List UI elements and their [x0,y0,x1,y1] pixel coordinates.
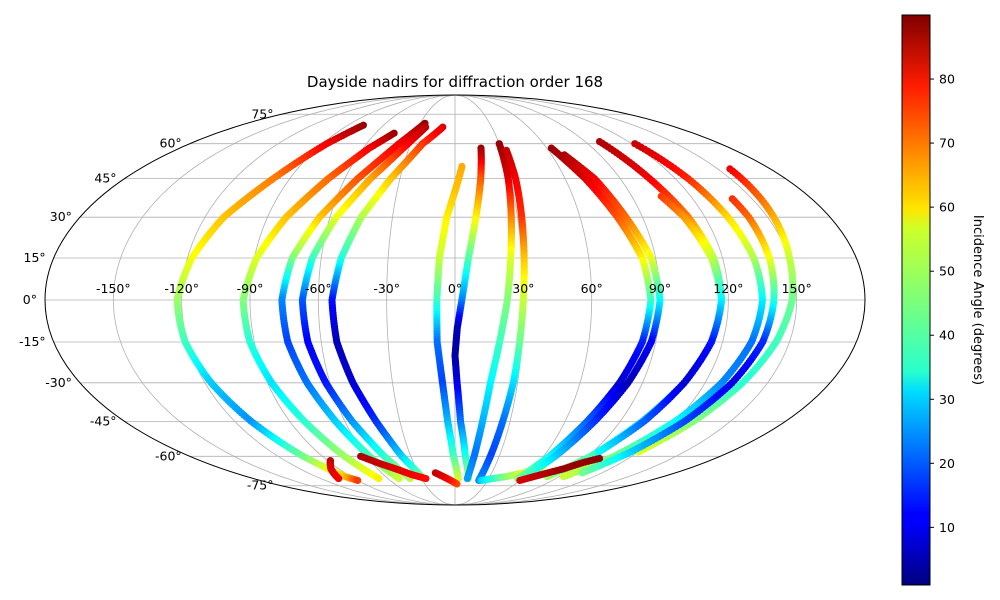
longitude-tick-label: 90° [649,281,671,296]
meridian-line [181,94,456,506]
longitude-tick-label: 150° [782,281,812,296]
latitude-tick-label: 60° [160,136,182,151]
data-point [422,474,430,483]
colorbar-tick-label: 70 [939,136,955,151]
longitude-tick-label: 120° [713,281,743,296]
data-point [335,474,343,483]
data-point [354,476,362,485]
longitude-tick-label: 30° [512,281,534,296]
colorbar-label: Incidence Angle (degrees) [970,215,985,385]
data-point [595,448,603,456]
colorbar: 10 20 30 40 50 60 70 80 Incidence Angle (degree… [901,14,985,586]
latitude-tick-label: 45° [94,171,116,186]
latitude-tick-label: 15° [24,250,46,265]
longitude-tick-label: -60° [305,281,332,296]
latitude-tick-label: -60° [155,448,182,463]
meridian-line [112,94,456,506]
latitude-tick-label: -75° [247,478,274,493]
chart-title: Dayside nadirs for diffraction order 168 [307,73,603,91]
colorbar-tick-label: 50 [939,264,955,279]
colorbar-ticks: 10 20 30 40 50 60 70 80 [930,72,955,535]
latitude-tick-label: 30° [50,209,72,224]
longitude-tick-label: 0° [448,281,462,296]
colorbar-tick-label: 80 [939,72,955,87]
longitude-tick-label: -150° [96,281,131,296]
longitude-tick-labels: -150° -120° -90° -60° -30° 0° 30° 60° 90° 120° 150… [96,281,812,296]
data-point [463,474,471,483]
colorbar-tick-label: 20 [939,456,955,471]
longitude-tick-label: -120° [164,281,199,296]
meridian-line [454,94,798,506]
colorbar-gradient [901,14,931,586]
longitude-tick-label: 60° [581,281,603,296]
latitude-tick-label: -45° [90,413,117,428]
longitude-tick-label: -30° [373,281,400,296]
colorbar-tick-label: 40 [939,328,955,343]
latitude-tick-label: 75° [251,106,273,121]
colorbar-tick-label: 60 [939,200,955,215]
data-point [578,469,586,477]
data-points [173,119,797,488]
colorbar-tick-label: 10 [939,520,955,535]
data-point [595,454,604,463]
data-point [395,474,403,483]
longitude-tick-label: -90° [237,281,264,296]
data-point [431,469,439,477]
latitude-tick-label: 0° [23,292,37,307]
data-point [375,474,383,483]
data-point [559,473,568,481]
latitude-tick-label: -15° [19,334,46,349]
colorbar-tick-label: 30 [939,392,955,407]
latitude-tick-label: -30° [45,375,72,390]
